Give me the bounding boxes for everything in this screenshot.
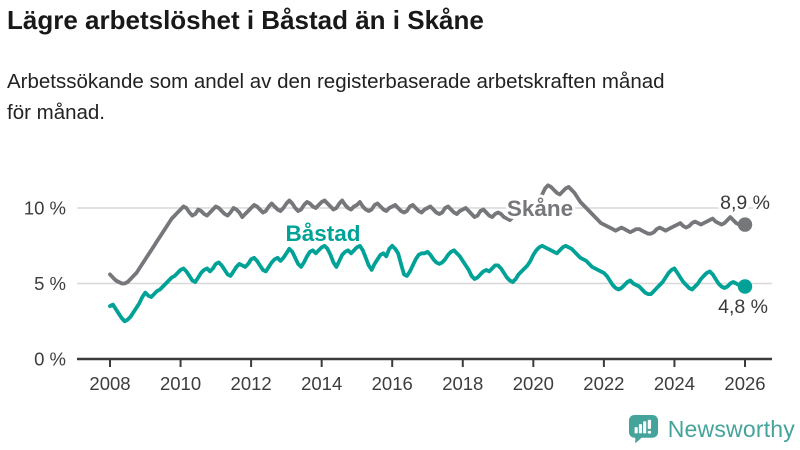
- y-tick-label: 0 %: [34, 349, 66, 370]
- end-dot-skane: [737, 217, 753, 232]
- chart-subtitle-line-1: Arbetssökande som andel av den registerb…: [7, 70, 665, 93]
- y-tick-label: 5 %: [34, 273, 66, 294]
- end-value-bastad: 4,8 %: [718, 296, 768, 318]
- x-tick-label: 2022: [583, 373, 624, 394]
- exclamation-icon: [647, 419, 651, 429]
- newsworthy-logo: Newsworthy: [628, 413, 795, 445]
- chart-subtitle-line-2: för månad.: [7, 101, 105, 124]
- end-dot-bastad: [737, 279, 753, 294]
- series-line-bastad: [108, 243, 747, 324]
- x-tick-label: 2014: [301, 373, 342, 394]
- x-tick-label: 2008: [89, 373, 130, 394]
- x-tick-label: 2020: [513, 373, 554, 394]
- x-tick-label: 2010: [160, 373, 201, 394]
- bar-chart-icon: [634, 427, 638, 434]
- x-tick-label: 2024: [654, 373, 695, 394]
- x-tick-label: 2016: [372, 373, 413, 394]
- x-tick-label: 2012: [231, 373, 272, 394]
- newsworthy-wordmark: Newsworthy: [667, 415, 795, 442]
- chart-subtitle: Arbetssökande som andel av den registerb…: [7, 66, 665, 128]
- x-tick-label: 2018: [442, 373, 483, 394]
- y-tick-label: 10 %: [24, 198, 66, 219]
- series-line-skane: [108, 183, 747, 286]
- series-label-skane: Skåne: [507, 196, 573, 221]
- newsworthy-bubble-icon: [628, 414, 658, 444]
- page-title: Lägre arbetslöshet i Båstad än i Skåne: [7, 5, 484, 35]
- series-label-bastad: Båstad: [285, 221, 360, 246]
- end-value-skane: 8,9 %: [720, 192, 770, 214]
- x-tick-label: 2026: [724, 373, 765, 394]
